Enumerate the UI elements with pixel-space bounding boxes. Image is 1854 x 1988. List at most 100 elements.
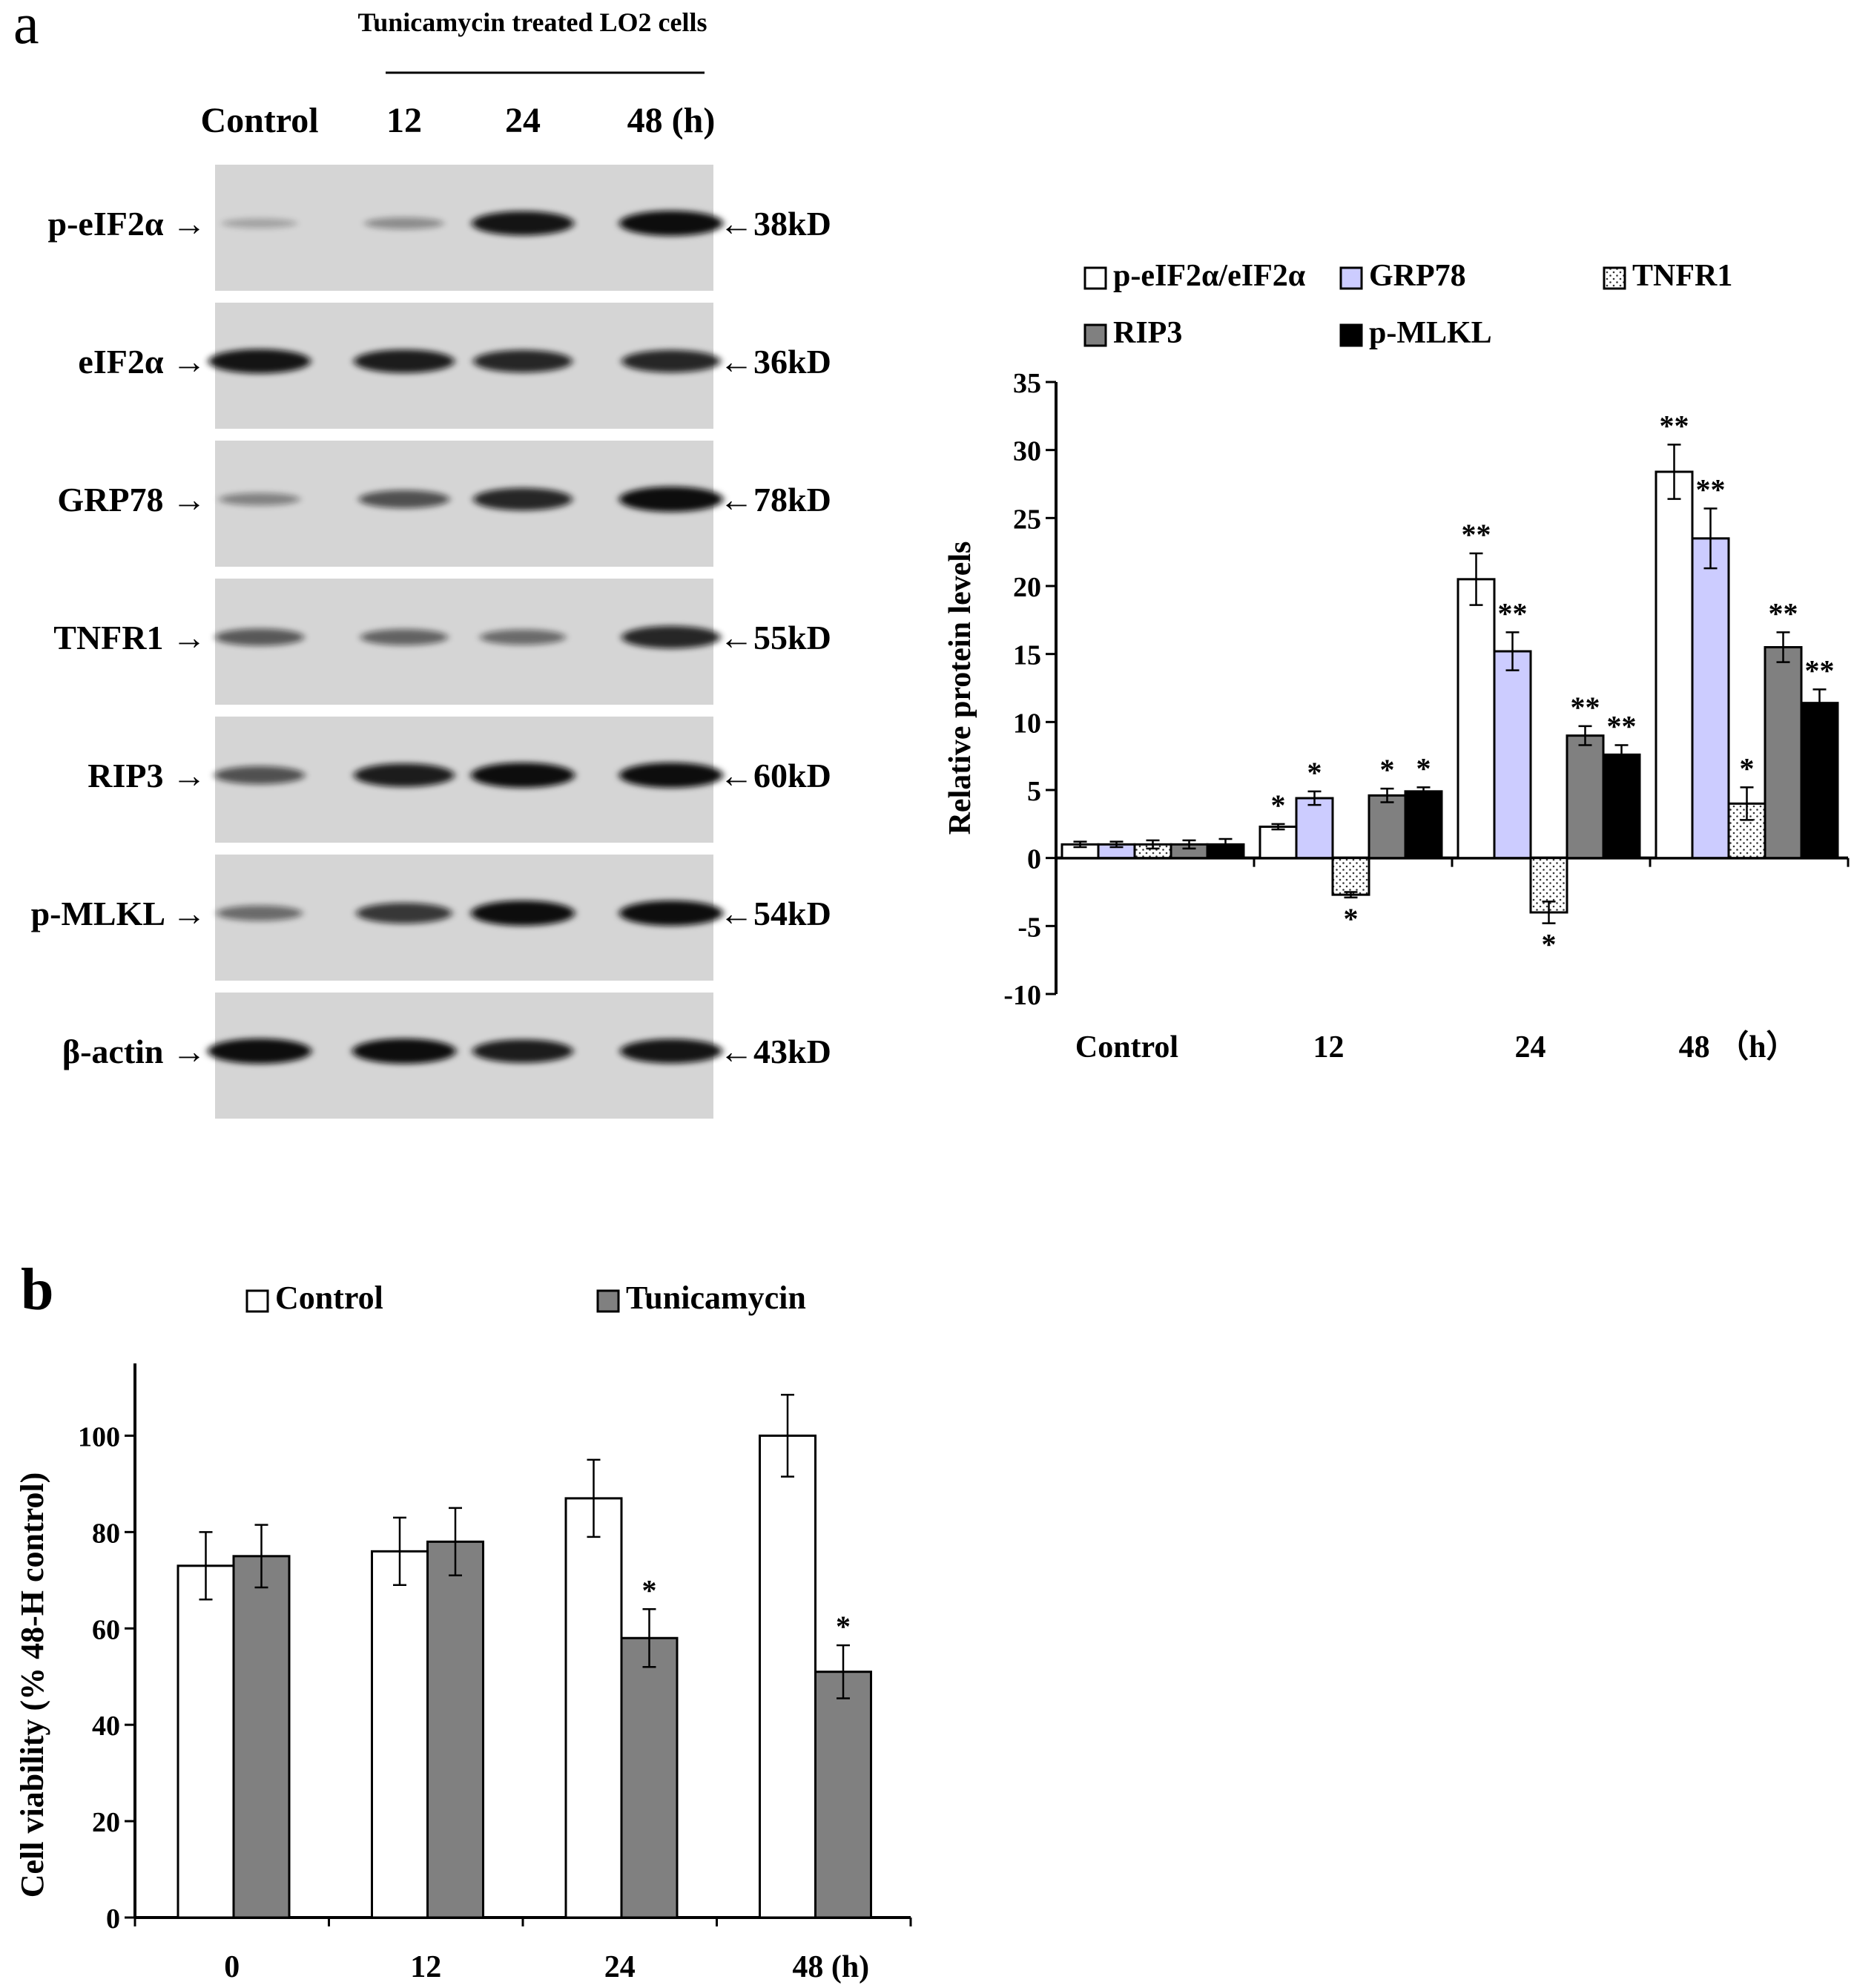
blot-band-6-0	[208, 1039, 311, 1064]
blot-band-3-1	[360, 629, 448, 645]
bar-rip3	[1566, 734, 1605, 860]
lane-label-3: 48 (h)	[627, 101, 716, 140]
category-label: 24	[1515, 1030, 1546, 1064]
y-tick-label: 0	[1027, 844, 1041, 875]
category-label: 12	[410, 1950, 441, 1984]
lane-label-0: Control	[200, 101, 318, 140]
y-axis-label: Cell viability (% 48-H control)	[14, 1472, 50, 1898]
significance-mark: **	[1696, 473, 1726, 507]
bar-peif2eif2	[1258, 826, 1298, 860]
bar-control	[759, 1434, 817, 1919]
y-tick-label: 5	[1027, 776, 1041, 807]
blot-band-1-2	[473, 349, 573, 373]
y-tick-label: 15	[1013, 640, 1041, 671]
panel-a-letter: a	[13, 0, 39, 56]
y-tick-label: 25	[1013, 504, 1041, 535]
bar-peif2eif2	[1655, 470, 1694, 860]
blot-band-6-3	[620, 1039, 722, 1064]
blot-band-5-0	[217, 905, 303, 921]
category-label: 0	[224, 1950, 240, 1984]
y-tick-label: 80	[92, 1518, 120, 1549]
blot-protein-label: eIF2α →	[78, 343, 206, 381]
lane-label-1: 12	[386, 101, 422, 140]
bar-pmlkl	[1404, 790, 1443, 860]
category-label: 48 (h)	[792, 1950, 869, 1984]
y-tick-label: 10	[1013, 708, 1041, 739]
blot-protein-label: β-actin →	[62, 1033, 206, 1070]
blot-band-4-0	[214, 766, 306, 785]
legend-swatch	[1603, 266, 1626, 290]
significance-mark: **	[1805, 654, 1835, 687]
significance-mark: *	[1344, 902, 1359, 935]
legend-swatch	[245, 1289, 269, 1313]
legend-label: GRP78	[1369, 259, 1466, 293]
y-tick-label: 100	[78, 1421, 120, 1452]
blot-kd-label: ←54kD	[719, 895, 831, 932]
bar-control	[177, 1564, 235, 1919]
significance-mark: *	[1307, 756, 1322, 789]
legend-swatch	[596, 1289, 620, 1313]
y-tick-label: -10	[1003, 980, 1041, 1011]
significance-mark: **	[1462, 518, 1491, 551]
significance-mark: **	[1769, 596, 1798, 630]
panel-b-letter: b	[21, 1257, 54, 1323]
blot-band-1-1	[354, 349, 455, 373]
blot-band-5-1	[356, 903, 452, 924]
lane-label-2: 24	[505, 101, 541, 140]
blot-band-6-1	[352, 1039, 456, 1064]
blot-band-2-1	[358, 490, 450, 509]
blot-band-0-1	[364, 217, 444, 229]
legend-label: RIP3	[1113, 316, 1182, 350]
blot-protein-label: GRP78 →	[57, 481, 206, 519]
significance-mark: *	[1271, 789, 1286, 822]
y-tick-label: 60	[92, 1614, 120, 1645]
blot-band-3-2	[480, 629, 566, 645]
significance-mark: *	[642, 1573, 657, 1607]
treatment-title: Tunicamycin treated LO2 cells	[358, 7, 707, 37]
category-label: 24	[604, 1950, 636, 1984]
significance-mark: **	[1571, 691, 1600, 724]
category-label: Control	[1075, 1030, 1178, 1064]
blot-protein-label: p-eIF2α →	[48, 205, 207, 243]
blot-protein-label: p-MLKL →	[31, 895, 206, 932]
bar-tunicamycin	[814, 1671, 872, 1919]
y-tick-label: 35	[1013, 368, 1041, 399]
legend-label: p-MLKL	[1369, 316, 1492, 350]
blot-kd-label: ←60kD	[719, 757, 831, 794]
y-axis-label: Relative protein levels	[943, 542, 977, 835]
bar-tunicamycin	[232, 1555, 291, 1919]
blot-panels: p-eIF2α → ←38kD eIF2α → ←36kD GRP78 → ←78kD TN…	[31, 165, 831, 1119]
blot-band-0-3	[619, 211, 723, 236]
blot-protein-label: RIP3 →	[88, 757, 206, 794]
blot-band-1-3	[621, 349, 721, 373]
blot-kd-label: ←55kD	[719, 619, 831, 656]
significance-mark: *	[1416, 751, 1431, 785]
blot-band-0-2	[472, 211, 574, 236]
y-tick-label: 30	[1013, 436, 1041, 467]
bar-control	[371, 1550, 429, 1919]
y-tick-label: 0	[106, 1903, 120, 1935]
significance-mark: *	[1740, 751, 1755, 785]
blot-protein-label: TNFR1 →	[53, 619, 206, 656]
bar-control	[564, 1497, 623, 1919]
bar-pmlkl	[1800, 702, 1839, 860]
legend-swatch	[1339, 266, 1363, 290]
significance-mark: **	[1498, 596, 1528, 630]
blot-kd-label: ←78kD	[719, 481, 831, 519]
blot-band-4-3	[619, 763, 723, 788]
blot-band-4-2	[471, 763, 575, 788]
legend-swatch	[1083, 323, 1107, 347]
blot-band-2-2	[473, 487, 573, 511]
significance-mark: *	[1542, 928, 1557, 961]
blot-kd-label: ←36kD	[719, 343, 831, 381]
lane-labels: Control 12 24 48 (h)	[200, 101, 715, 140]
y-tick-label: -5	[1017, 912, 1041, 943]
legend-swatch	[1083, 266, 1107, 290]
blot-band-1-0	[208, 349, 311, 374]
legend-swatch	[1339, 323, 1363, 347]
blot-kd-label: ←38kD	[719, 205, 831, 243]
blot-band-6-2	[472, 1039, 573, 1063]
bar-tunicamycin	[620, 1636, 679, 1919]
blot-band-5-3	[619, 901, 723, 926]
y-tick-label: 40	[92, 1711, 120, 1742]
